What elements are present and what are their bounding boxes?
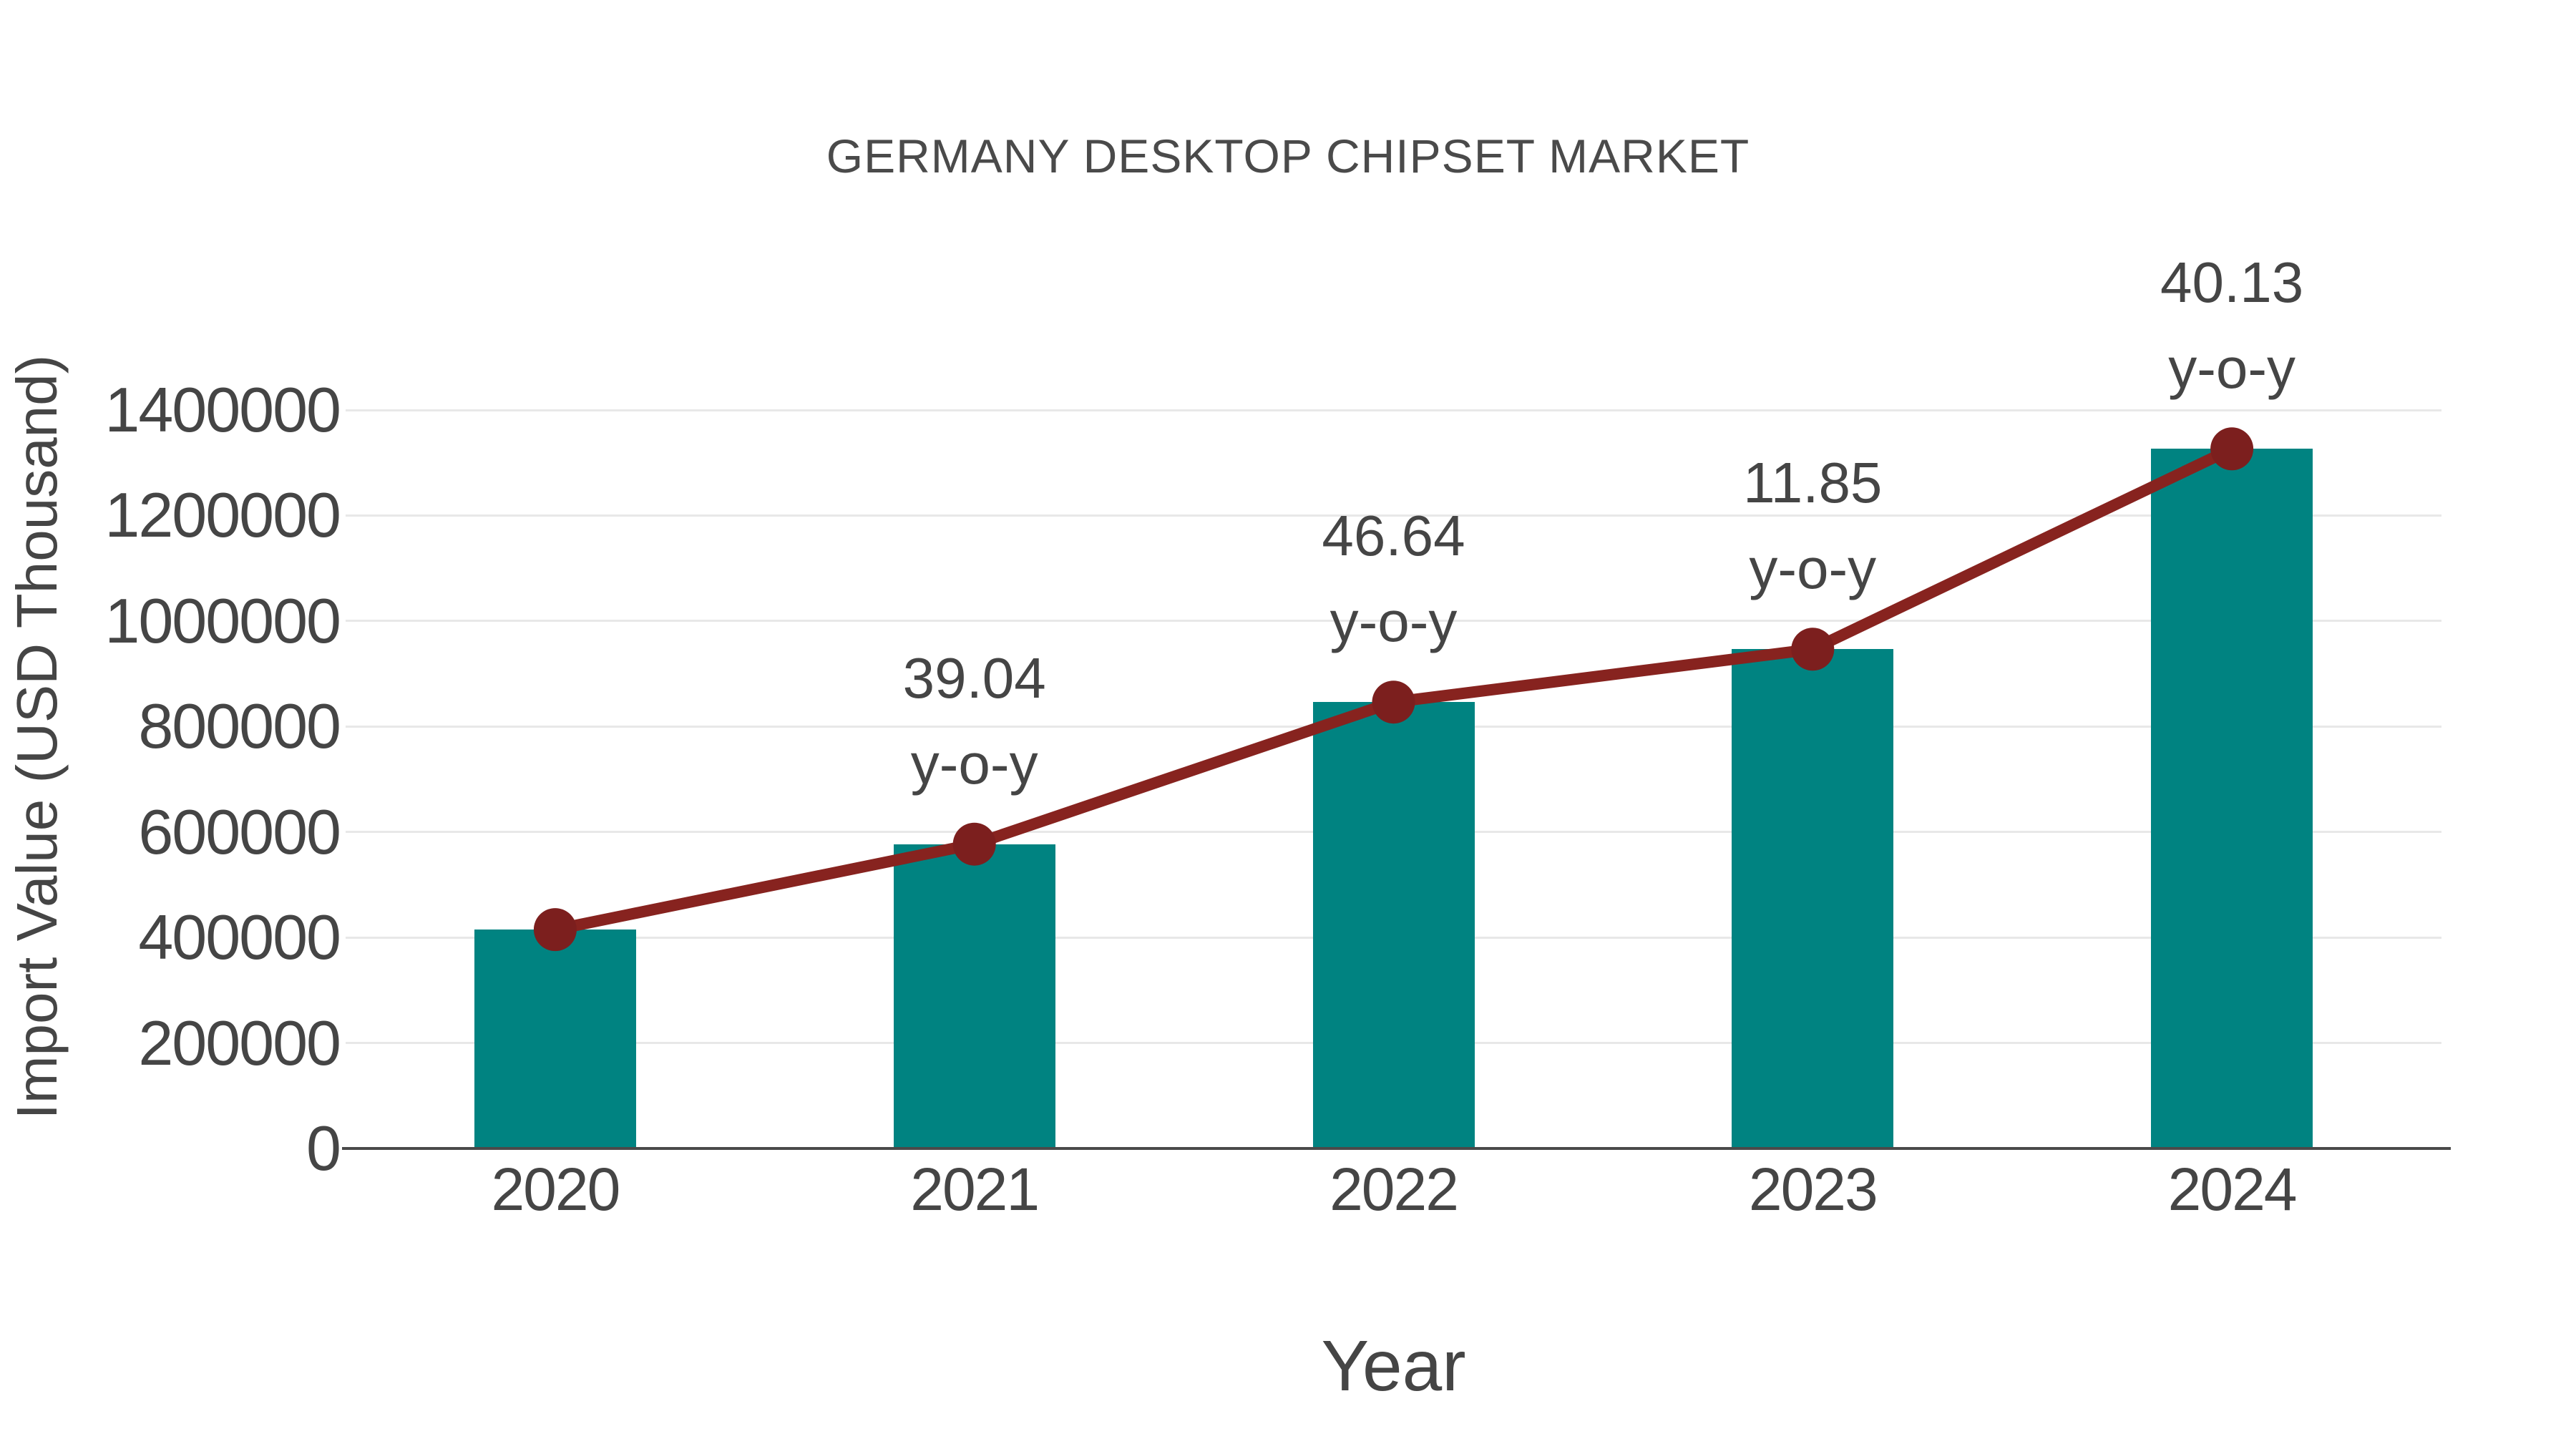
yoy-annotation-suffix: y-o-y xyxy=(910,731,1038,796)
yoy-annotation-2022: 46.64 y-o-y xyxy=(1322,493,1465,665)
x-tick-label-2022: 2022 xyxy=(1330,1156,1459,1223)
yoy-marker-2023 xyxy=(1791,628,1835,671)
bar-2023 xyxy=(1732,649,1894,1148)
yoy-annotation-suffix: y-o-y xyxy=(1330,590,1458,654)
y-gridline xyxy=(346,514,2441,517)
yoy-annotation-suffix: y-o-y xyxy=(2168,336,2296,401)
y-tick-label: 1400000 xyxy=(104,374,341,445)
yoy-annotation-2021: 39.04 y-o-y xyxy=(903,635,1046,807)
yoy-annotation-value: 46.64 xyxy=(1322,504,1465,568)
x-tick-label-2024: 2024 xyxy=(2167,1156,2298,1223)
yoy-marker-2021 xyxy=(952,822,996,866)
chart-title: GERMANY DESKTOP CHIPSET MARKET xyxy=(826,130,1750,182)
yoy-marker-2020 xyxy=(533,908,577,952)
y-tick-label: 800000 xyxy=(138,691,341,762)
yoy-annotation-value: 39.04 xyxy=(902,645,1046,710)
y-tick-label: 1000000 xyxy=(104,585,341,656)
yoy-annotation-value: 11.85 xyxy=(1743,451,1883,515)
bar-2020 xyxy=(474,930,636,1148)
yoy-annotation-suffix: y-o-y xyxy=(1749,537,1877,601)
y-tick-label: 600000 xyxy=(138,796,341,867)
x-axis-line xyxy=(342,1147,2451,1150)
bar-2021 xyxy=(893,844,1055,1148)
bar-2022 xyxy=(1312,702,1475,1148)
yoy-annotation-2023: 11.85 y-o-y xyxy=(1743,440,1882,612)
y-tick-label: 1200000 xyxy=(104,479,341,551)
x-axis-title: Year xyxy=(1321,1326,1466,1406)
x-tick-label-2023: 2023 xyxy=(1748,1156,1878,1223)
y-tick-label: 400000 xyxy=(138,902,341,973)
bar-2024 xyxy=(2151,449,2313,1148)
yoy-marker-2024 xyxy=(2210,427,2254,471)
y-tick-label: 200000 xyxy=(138,1007,341,1078)
x-tick-label-2021: 2021 xyxy=(910,1156,1040,1223)
yoy-annotation-2024: 40.13 y-o-y xyxy=(2160,240,2303,411)
yoy-marker-2022 xyxy=(1372,680,1415,724)
yoy-annotation-value: 40.13 xyxy=(2160,250,2304,315)
x-tick-label-2020: 2020 xyxy=(491,1156,620,1223)
y-gridline xyxy=(346,620,2441,623)
y-gridline xyxy=(346,409,2441,411)
y-tick-label: 0 xyxy=(306,1113,341,1184)
